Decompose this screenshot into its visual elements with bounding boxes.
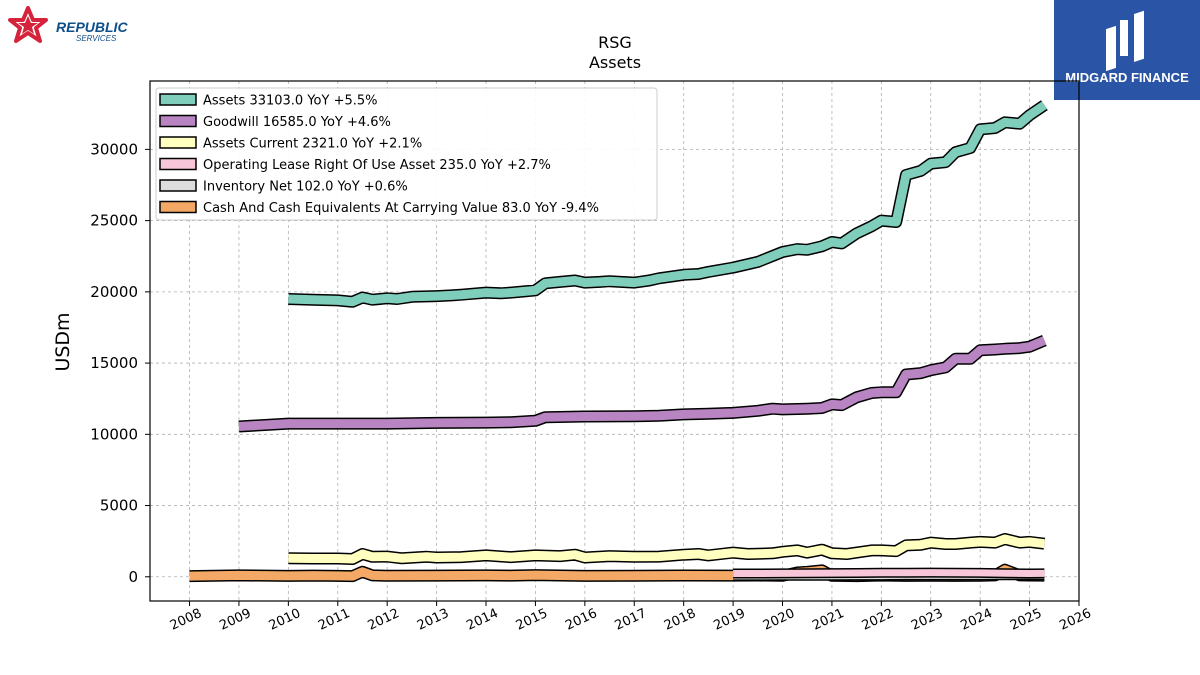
midgard-logo-icon: MIDGARD FINANCE bbox=[1065, 10, 1189, 85]
series-layer bbox=[189, 100, 1048, 583]
legend-swatch bbox=[159, 93, 197, 106]
legend-entry: Cash And Cash Equivalents At Carrying Va… bbox=[203, 201, 599, 216]
series-line bbox=[288, 101, 1047, 307]
x-tick-label: 2016 bbox=[563, 606, 599, 634]
x-tick-label: 2023 bbox=[909, 606, 945, 634]
x-tick-label: 2024 bbox=[959, 606, 995, 634]
legend-entry: Goodwill 16585.0 YoY +4.6% bbox=[203, 115, 391, 130]
chart-subtitle: Assets bbox=[589, 53, 641, 72]
legend-swatch bbox=[159, 136, 197, 149]
legend-swatch bbox=[159, 200, 197, 214]
legend-entry: Inventory Net 102.0 YoY +0.6% bbox=[203, 180, 408, 195]
legend-swatch bbox=[159, 179, 197, 192]
chart-title: RSG bbox=[598, 33, 632, 52]
series-line bbox=[733, 569, 1045, 577]
republic-services-logo: REPUBLIC SERVICES bbox=[6, 6, 146, 54]
x-tick-label: 2008 bbox=[168, 606, 204, 634]
x-tick-label: 2009 bbox=[217, 606, 253, 634]
x-tick-label: 2011 bbox=[316, 606, 352, 634]
legend: Assets 33103.0 YoY +5.5% Goodwill 16585.0… bbox=[155, 87, 658, 221]
midgard-finance-logo: MIDGARD FINANCE bbox=[1054, 0, 1200, 100]
x-tick-label: 2014 bbox=[464, 606, 500, 634]
legend-box bbox=[155, 87, 658, 221]
plot-frame bbox=[149, 80, 1080, 602]
series-line bbox=[288, 534, 1045, 564]
y-tick-label: 10000 bbox=[90, 425, 138, 443]
legend-entry: Operating Lease Right Of Use Asset 235.0… bbox=[203, 158, 551, 173]
x-tick-label: 2019 bbox=[711, 606, 747, 634]
y-tick-label: 25000 bbox=[90, 212, 138, 230]
y-tick-label: 15000 bbox=[90, 354, 138, 372]
x-tick-label: 2026 bbox=[1057, 606, 1093, 634]
legend-entry: Assets 33103.0 YoY +5.5% bbox=[203, 94, 378, 109]
x-tick-label: 2021 bbox=[810, 606, 846, 634]
x-tick-label: 2025 bbox=[1008, 606, 1044, 634]
x-tick-label: 2010 bbox=[267, 606, 303, 634]
y-axis-label: USDm bbox=[52, 312, 74, 371]
brand-left-line2: SERVICES bbox=[76, 34, 117, 43]
y-tick-label: 0 bbox=[128, 568, 138, 586]
brand-right-name: MIDGARD FINANCE bbox=[1065, 70, 1189, 85]
x-tick-label: 2012 bbox=[366, 606, 402, 634]
legend-swatch bbox=[159, 157, 197, 171]
x-tick-label: 2013 bbox=[415, 606, 451, 634]
legend-swatch bbox=[159, 114, 197, 128]
brand-left-line1: REPUBLIC bbox=[56, 19, 128, 35]
x-tick-label: 2022 bbox=[860, 606, 896, 634]
x-tick-label: 2020 bbox=[761, 606, 797, 634]
republic-star-icon: REPUBLIC SERVICES bbox=[8, 6, 128, 43]
y-tick-label: 30000 bbox=[90, 140, 138, 158]
x-tick-label: 2018 bbox=[662, 606, 698, 634]
y-tick-label: 5000 bbox=[100, 497, 138, 515]
y-tick-label: 20000 bbox=[90, 283, 138, 301]
x-tick-label: 2015 bbox=[514, 606, 550, 634]
x-tick-label: 2017 bbox=[613, 606, 649, 634]
legend-entry: Assets Current 2321.0 YoY +2.1% bbox=[203, 137, 422, 152]
series-line bbox=[238, 336, 1047, 431]
